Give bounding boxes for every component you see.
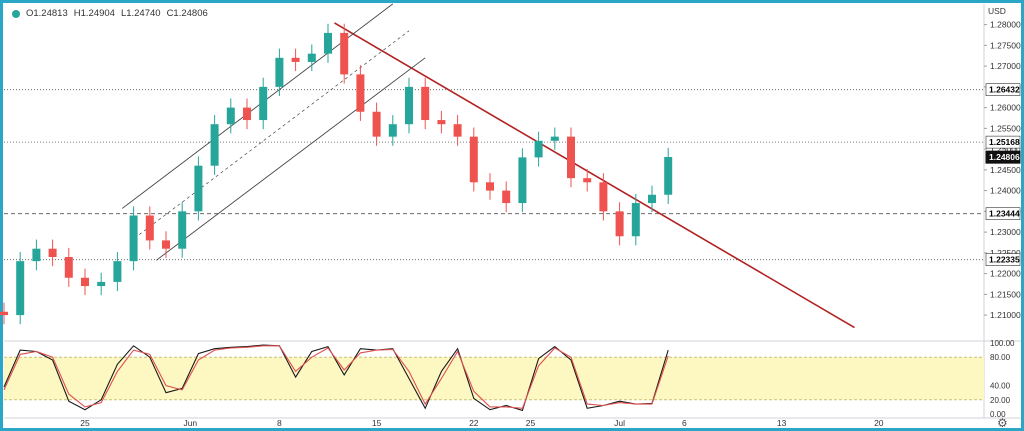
candle-body xyxy=(437,120,446,125)
price-tick-label: 1.26000 xyxy=(990,103,1021,113)
stoch-band xyxy=(4,357,984,400)
candle-body xyxy=(291,57,300,62)
candle-body xyxy=(162,240,170,249)
channel-lower-line xyxy=(156,57,426,261)
level-price-tag xyxy=(985,83,1021,96)
candle-body xyxy=(631,203,640,237)
candle-body xyxy=(324,32,332,54)
level-price-label: 1.23444 xyxy=(989,209,1020,219)
candle-body xyxy=(64,257,73,278)
candle-body xyxy=(210,124,219,166)
stoch-tick-label: 0.00 xyxy=(990,410,1006,419)
time-tick-label: 25 xyxy=(526,418,536,428)
stoch-d-line xyxy=(3,345,669,409)
candle-body xyxy=(243,107,251,121)
currency-label: USD xyxy=(988,6,1006,16)
level-price-label: 1.26432 xyxy=(989,85,1020,95)
price-tick-label: 1.27000 xyxy=(990,61,1021,71)
candle-body xyxy=(534,140,543,158)
time-tick-label: 15 xyxy=(372,418,382,428)
candle-body xyxy=(421,86,430,121)
ohlc-open: O1.24813 xyxy=(26,8,68,19)
candle-body xyxy=(97,281,106,287)
candle-body xyxy=(453,124,462,137)
candle-body xyxy=(129,215,138,262)
candle-body xyxy=(259,86,268,121)
ohlc-low: L1.24740 xyxy=(120,8,161,19)
candle-body xyxy=(113,261,122,282)
candle-body xyxy=(583,178,592,183)
candle-body xyxy=(502,190,511,204)
candle-body xyxy=(388,124,397,137)
candle-body xyxy=(550,136,559,141)
price-tick-label: 1.25000 xyxy=(990,144,1021,154)
stoch-tick-label: 100.00 xyxy=(990,339,1015,348)
candle-body xyxy=(81,277,89,287)
ohlc-close: C1.24806 xyxy=(166,8,208,19)
price-tick-label: 1.24500 xyxy=(990,165,1021,175)
candle-body xyxy=(648,194,656,204)
level-price-tag xyxy=(985,135,1021,149)
time-tick-label: 6 xyxy=(682,418,687,428)
candle-body xyxy=(664,156,673,195)
price-tick-label: 1.28000 xyxy=(990,20,1021,30)
candle-body xyxy=(486,182,494,191)
price-tick-label: 1.23000 xyxy=(990,227,1021,237)
candle-body xyxy=(615,211,624,237)
ohlc-high: H1.24904 xyxy=(73,8,115,19)
candle-body xyxy=(275,57,284,87)
time-tick-label: 22 xyxy=(469,418,479,428)
price-tick-label: 1.21500 xyxy=(990,289,1021,299)
candle-body xyxy=(0,311,8,316)
candle-body xyxy=(307,53,316,62)
stoch-tick-label: 80.00 xyxy=(990,353,1011,362)
channel-upper-line xyxy=(121,3,394,209)
last-price-tag xyxy=(985,150,1021,164)
candle-body xyxy=(405,86,413,125)
candle-body xyxy=(145,215,154,241)
time-tick-label: 8 xyxy=(277,418,282,428)
candle-body xyxy=(372,111,381,137)
candle-body xyxy=(518,157,527,204)
candle-body xyxy=(32,248,41,262)
stoch-tick-label: 20.00 xyxy=(990,396,1011,405)
candle-body xyxy=(599,182,608,212)
settings-gear-icon[interactable]: ⚙ xyxy=(997,416,1008,430)
candle-body xyxy=(356,74,365,112)
stoch-k-line xyxy=(3,344,669,412)
level-price-label: 1.25168 xyxy=(989,137,1020,147)
time-tick-label: 20 xyxy=(874,418,884,428)
time-tick-label: Jul xyxy=(614,418,625,428)
descending-trendline xyxy=(334,22,855,329)
candle-body xyxy=(340,32,349,75)
time-tick-label: Jun xyxy=(183,418,197,428)
last-price-label: 1.24806 xyxy=(989,152,1020,162)
ohlc-legend: O1.24813 H1.24904 L1.24740 C1.24806 xyxy=(12,8,208,19)
level-price-tag xyxy=(985,207,1021,220)
candle-body xyxy=(178,211,187,249)
candle-body xyxy=(16,261,25,316)
channel-mid-line xyxy=(139,30,410,235)
symbol-status-icon xyxy=(12,9,20,18)
time-tick-label: 13 xyxy=(777,418,787,428)
price-tick-label: 1.25500 xyxy=(990,123,1021,133)
price-tick-label: 1.22000 xyxy=(990,269,1021,279)
price-tick-label: 1.22500 xyxy=(990,248,1021,258)
candle-body xyxy=(226,107,235,125)
level-price-label: 1.22335 xyxy=(989,255,1020,265)
candle-body xyxy=(48,248,57,257)
price-tick-label: 1.21000 xyxy=(990,310,1021,320)
candle-body xyxy=(194,165,203,212)
stoch-tick-label: 40.00 xyxy=(990,382,1011,391)
candle-body xyxy=(567,136,575,179)
candle-body xyxy=(469,136,478,183)
level-price-tag xyxy=(985,253,1021,266)
price-tick-label: 1.27500 xyxy=(990,40,1021,50)
time-tick-label: 25 xyxy=(80,418,90,428)
price-tick-label: 1.24000 xyxy=(990,186,1021,196)
